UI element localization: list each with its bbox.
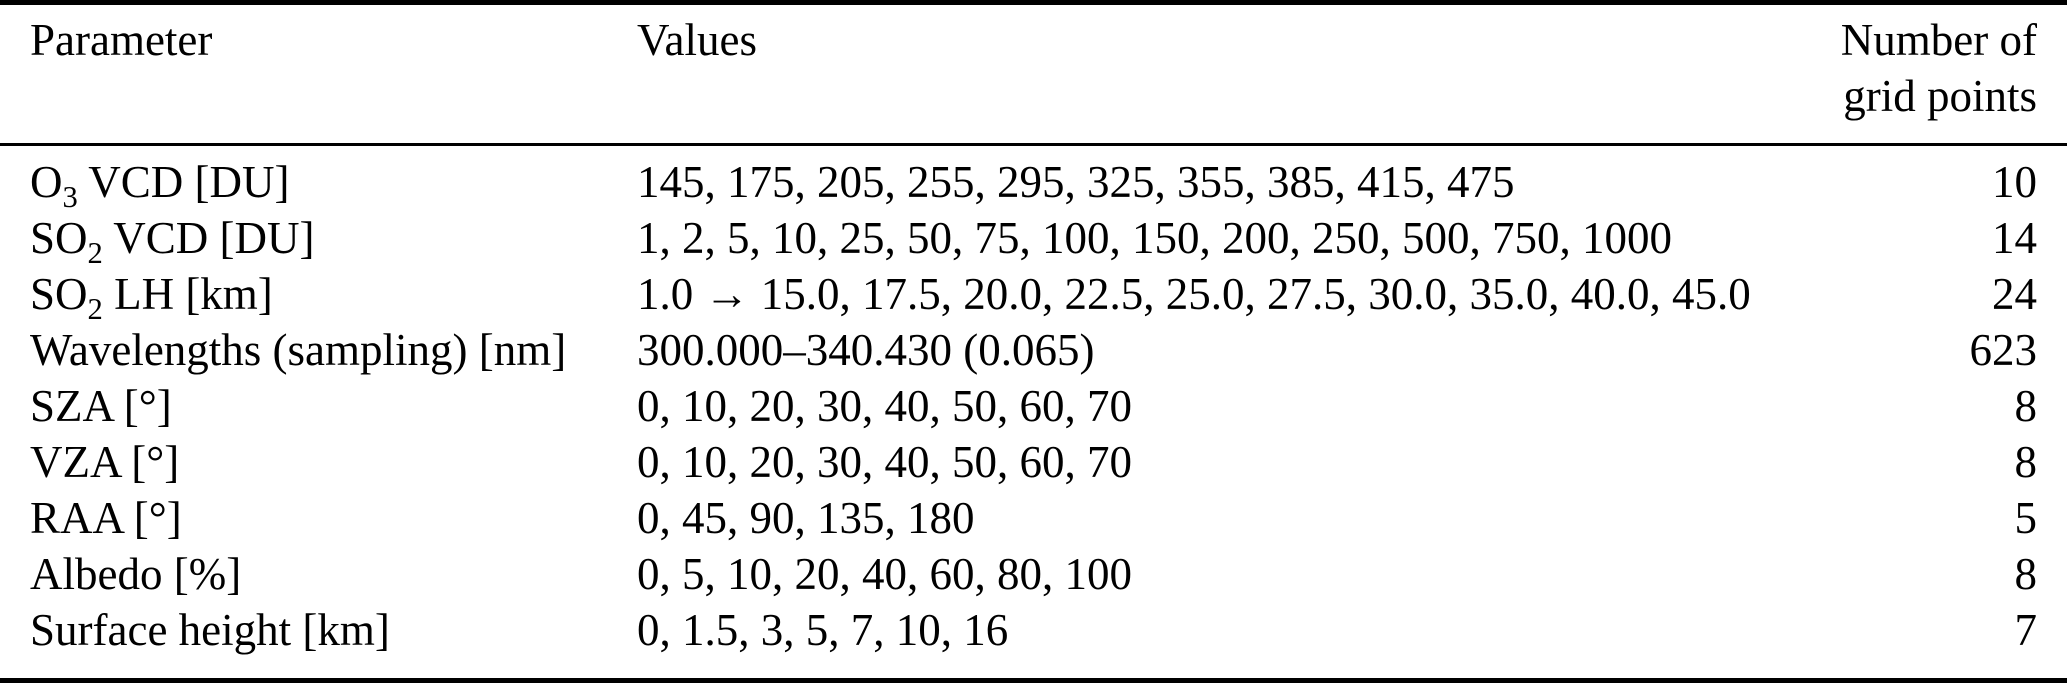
grid-points-cell: 8 xyxy=(2014,437,2038,487)
parameter-base: VZA [°] xyxy=(30,437,180,487)
parameter-rest: VCD [DU] xyxy=(102,213,315,263)
parameter-subscript: 2 xyxy=(87,236,103,266)
parameter-cell: RAA [°] xyxy=(0,490,637,546)
values-cell: 1.0 → 15.0, 17.5, 20.0, 22.5, 25.0, 27.5… xyxy=(637,269,1751,319)
parameter-cell: Albedo [%] xyxy=(0,546,637,602)
column-header-grid-points-line1: Number of xyxy=(1840,15,2037,65)
column-header-values-label: Values xyxy=(637,15,757,65)
table-header-row: Parameter Values Number of grid points xyxy=(0,5,2067,143)
parameter-base: RAA [°] xyxy=(30,493,182,543)
values-cell: 0, 5, 10, 20, 40, 60, 80, 100 xyxy=(637,549,1132,599)
table-row: RAA [°] 0, 45, 90, 135, 180 5 xyxy=(0,490,2067,546)
parameter-base: Albedo [%] xyxy=(30,549,242,599)
parameter-rest: LH [km] xyxy=(102,269,273,319)
column-header-values: Values xyxy=(637,12,1807,68)
parameter-cell: Wavelengths (sampling) [nm] xyxy=(0,322,637,378)
values-cell: 0, 1.5, 3, 5, 7, 10, 16 xyxy=(637,605,1009,655)
parameter-cell: SZA [°] xyxy=(0,378,637,434)
column-header-parameter-label: Parameter xyxy=(30,15,213,65)
grid-points-cell: 10 xyxy=(1992,157,2037,207)
values-cell: 145, 175, 205, 255, 295, 325, 355, 385, … xyxy=(637,157,1515,207)
parameter-base: SZA [°] xyxy=(30,381,172,431)
parameter-cell: SO2 LH [km] xyxy=(0,266,637,322)
parameter-base: O xyxy=(30,157,63,207)
table-body: O3 VCD [DU] 145, 175, 205, 255, 295, 325… xyxy=(0,146,2067,658)
grid-points-cell: 24 xyxy=(1992,269,2037,319)
values-cell: 300.000–340.430 (0.065) xyxy=(637,325,1095,375)
table-row: Surface height [km] 0, 1.5, 3, 5, 7, 10,… xyxy=(0,602,2067,658)
table-row: Albedo [%] 0, 5, 10, 20, 40, 60, 80, 100… xyxy=(0,546,2067,602)
grid-points-cell: 14 xyxy=(1992,213,2037,263)
parameter-subscript: 2 xyxy=(87,292,103,322)
grid-points-cell: 8 xyxy=(2014,381,2038,431)
parameter-cell: Surface height [km] xyxy=(0,602,637,658)
table-row: VZA [°] 0, 10, 20, 30, 40, 50, 60, 70 8 xyxy=(0,434,2067,490)
parameter-base: Wavelengths (sampling) [nm] xyxy=(30,325,567,375)
column-header-parameter: Parameter xyxy=(0,12,637,68)
header-separator-rule xyxy=(0,143,2067,146)
column-header-grid-points-line2: grid points xyxy=(1843,71,2037,121)
table-row: Wavelengths (sampling) [nm] 300.000–340.… xyxy=(0,322,2067,378)
values-cell: 0, 10, 20, 30, 40, 50, 60, 70 xyxy=(637,381,1132,431)
parameter-subscript: 3 xyxy=(62,180,78,210)
column-header-grid-points: Number of grid points xyxy=(1807,12,2067,124)
table-row: SO2 LH [km] 1.0 → 15.0, 17.5, 20.0, 22.5… xyxy=(0,266,2067,322)
table-row: SZA [°] 0, 10, 20, 30, 40, 50, 60, 70 8 xyxy=(0,378,2067,434)
table-row: SO2 VCD [DU] 1, 2, 5, 10, 25, 50, 75, 10… xyxy=(0,210,2067,266)
values-cell: 1, 2, 5, 10, 25, 50, 75, 100, 150, 200, … xyxy=(637,213,1672,263)
values-cell: 0, 45, 90, 135, 180 xyxy=(637,493,975,543)
parameter-rest: VCD [DU] xyxy=(77,157,290,207)
table-row: O3 VCD [DU] 145, 175, 205, 255, 295, 325… xyxy=(0,154,2067,210)
grid-points-cell: 8 xyxy=(2014,549,2038,599)
values-cell: 0, 10, 20, 30, 40, 50, 60, 70 xyxy=(637,437,1132,487)
parameter-base: SO xyxy=(30,269,88,319)
parameter-base: SO xyxy=(30,213,88,263)
parameter-cell: SO2 VCD [DU] xyxy=(0,210,637,266)
parameter-cell: VZA [°] xyxy=(0,434,637,490)
grid-points-cell: 7 xyxy=(2014,605,2038,655)
bottom-spacer xyxy=(0,658,2067,678)
bottom-rule xyxy=(0,678,2067,683)
grid-points-cell: 5 xyxy=(2014,493,2038,543)
parameter-base: Surface height [km] xyxy=(30,605,390,655)
top-rule xyxy=(0,0,2067,5)
grid-points-cell: 623 xyxy=(1969,325,2038,375)
parameter-cell: O3 VCD [DU] xyxy=(0,154,637,210)
